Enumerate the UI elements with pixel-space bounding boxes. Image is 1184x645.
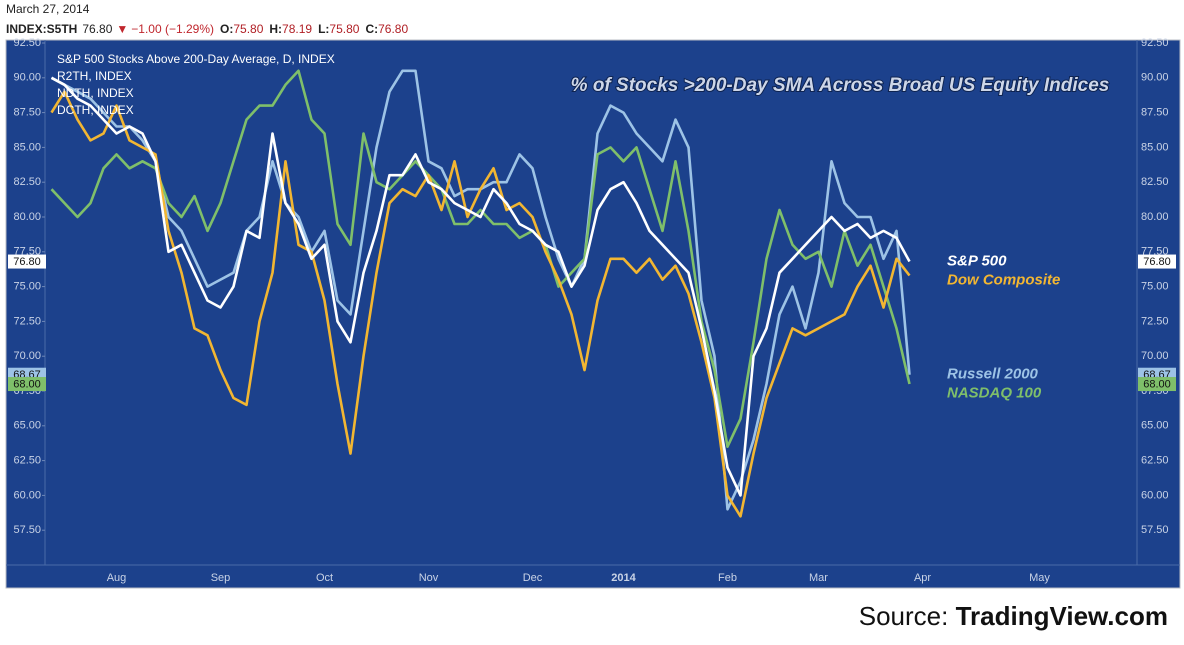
price-tag-left [8, 377, 46, 392]
x-tick-label: Feb [718, 572, 737, 584]
y-tick-label-right: 75.00 [1141, 281, 1169, 293]
y-tick-label: 85.00 [13, 141, 41, 153]
series-label: NASDAQ 100 [947, 385, 1042, 402]
symbol: INDEX:S5TH [6, 22, 77, 36]
change: −1.00 (−1.29%) [131, 22, 214, 36]
x-tick-label: Sep [211, 572, 231, 584]
x-tick-label: Oct [316, 572, 333, 584]
chart-title: % of Stocks >200-Day SMA Across Broad US… [571, 75, 1110, 96]
price-tag-label-left: 68.00 [13, 378, 41, 390]
price-tag-right [1138, 254, 1176, 269]
y-tick-label-right: 72.50 [1141, 315, 1169, 327]
x-tick-label: Mar [809, 572, 828, 584]
series-label: S&P 500 [947, 253, 1007, 270]
source-name: TradingView.com [956, 601, 1168, 631]
price-tag-label-right: 68.00 [1143, 378, 1171, 390]
y-tick-label: 87.50 [13, 107, 41, 119]
price-tag-label-right: 76.80 [1143, 256, 1171, 268]
y-tick-label: 60.00 [13, 489, 41, 501]
source-label: Source: [859, 601, 949, 631]
x-tick-label: Apr [914, 572, 931, 584]
x-tick-label: Nov [419, 572, 439, 584]
y-tick-label-right: 90.00 [1141, 72, 1169, 84]
quote-line: INDEX:S5TH 76.80 ▼ −1.00 (−1.29%) O:75.80 H:7… [6, 22, 408, 36]
legend-line: NDTH, INDEX [57, 86, 134, 100]
x-tick-label: Dec [523, 572, 543, 584]
last: 76.80 [82, 22, 112, 36]
series-line [50, 69, 911, 448]
y-tick-label: 57.50 [13, 524, 41, 536]
y-tick-label: 62.50 [13, 455, 41, 467]
y-tick-label: 77.50 [13, 246, 41, 258]
ohlc-value: 76.80 [378, 22, 408, 36]
down-arrow: ▼ [116, 22, 128, 36]
y-tick-label: 92.50 [13, 37, 41, 49]
y-tick-label-right: 82.50 [1141, 176, 1169, 188]
ohlc-label: C: [365, 22, 378, 36]
source: Source: TradingView.com [859, 601, 1168, 631]
y-tick-label-right: 60.00 [1141, 489, 1169, 501]
y-tick-label-right: 77.50 [1141, 246, 1169, 258]
y-tick-label: 82.50 [13, 176, 41, 188]
plot-frame [5, 39, 1181, 589]
quote: INDEX:S5TH 76.80 ▼ −1.00 (−1.29%) O:75.80 H:7… [6, 22, 408, 36]
y-tick-label-right: 92.50 [1141, 37, 1169, 49]
ohlc-value: 78.19 [282, 22, 312, 36]
ohlc-value: 75.80 [233, 22, 263, 36]
ohlc-label: O: [220, 22, 233, 36]
ohlc-label: L: [318, 22, 329, 36]
y-tick-label-right: 70.00 [1141, 350, 1169, 362]
y-tick-label: 65.00 [13, 420, 41, 432]
series-line [50, 76, 911, 497]
y-tick-label: 90.00 [13, 72, 41, 84]
price-tag-label-left: 76.80 [13, 256, 41, 268]
legend-line: S&P 500 Stocks Above 200-Day Average, D,… [57, 52, 335, 66]
ohlc-value: 75.80 [329, 22, 359, 36]
y-tick-label-right: 80.00 [1141, 211, 1169, 223]
y-tick-label-right: 87.50 [1141, 107, 1169, 119]
legend-line: DCTH, INDEX [57, 103, 134, 117]
y-tick-label: 70.00 [13, 350, 41, 362]
ohlc-label: H: [269, 22, 282, 36]
series-label: Russell 2000 [947, 366, 1039, 383]
y-tick-label-right: 62.50 [1141, 455, 1169, 467]
price-tag-right [1138, 377, 1176, 392]
x-tick-label: 2014 [611, 572, 636, 584]
y-tick-label: 75.00 [13, 281, 41, 293]
series-label: Dow Composite [947, 272, 1060, 289]
series-lines [50, 69, 911, 518]
price-tag-left [8, 254, 46, 269]
y-tick-label: 72.50 [13, 315, 41, 327]
series-line [50, 90, 911, 518]
y-tick-label-right: 85.00 [1141, 141, 1169, 153]
x-tick-label: Aug [107, 572, 127, 584]
x-tick-label: May [1029, 572, 1050, 584]
y-tick-label-right: 57.50 [1141, 524, 1169, 536]
date: March 27, 2014 [6, 2, 90, 16]
legend-line: R2TH, INDEX [57, 69, 132, 83]
y-tick-label-right: 65.00 [1141, 420, 1169, 432]
y-tick-label: 80.00 [13, 211, 41, 223]
